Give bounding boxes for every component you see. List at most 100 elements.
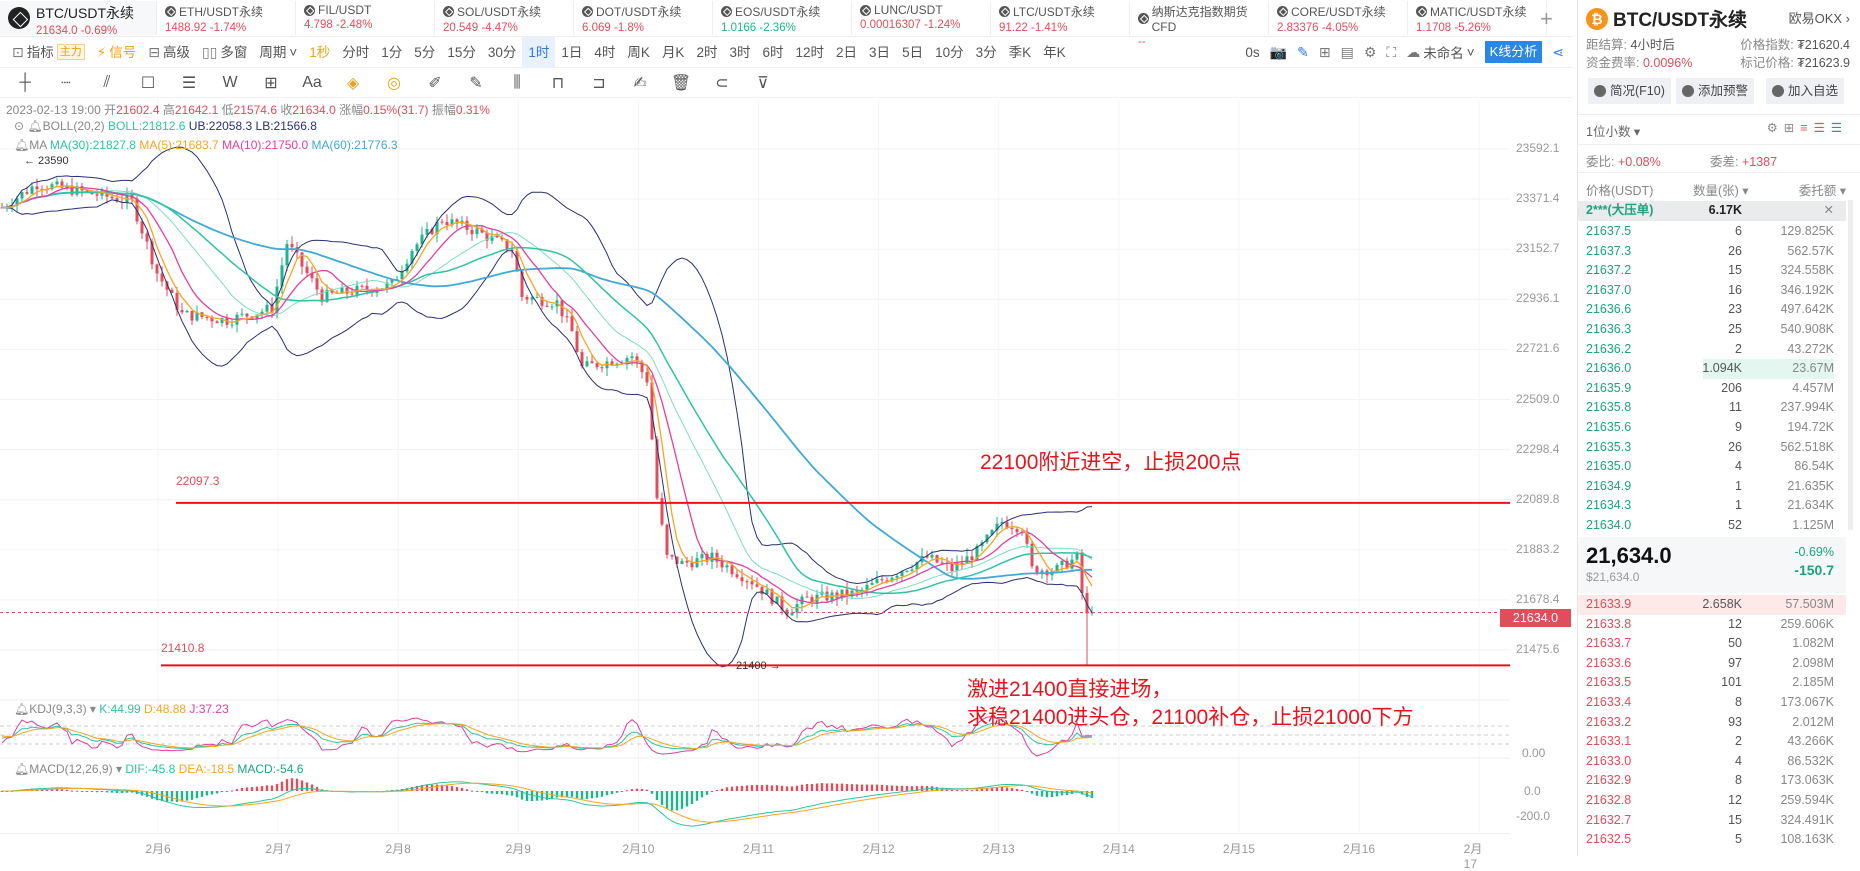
ask-row[interactable]: 21637.3 26 562.57K [1578,242,1846,262]
interval-6[interactable]: 1时 [522,36,556,68]
add-watchlist-button[interactable]: 加入自选 [1766,78,1845,104]
bid-row[interactable]: 21632.5 5 108.163K [1578,830,1846,850]
layout-dropdown[interactable]: ☁ 未命名 ˅ [1406,42,1474,62]
camera-icon[interactable]: 📷 [1269,43,1288,60]
bell-icon[interactable]: 🔔︎ [14,702,30,716]
ticker-item[interactable]: SOL/USDT永续 20.549 -4.47% [435,1,574,35]
macd-label[interactable]: MACD(12,26,9) [29,762,113,776]
bookmark-icon[interactable]: ⊐ [592,74,606,92]
bid-row[interactable]: 21632.9 8 173.063K [1578,771,1846,791]
template-icon[interactable]: ▤ [1340,43,1354,60]
interval-4[interactable]: 15分 [447,44,476,60]
ask-row[interactable]: 21635.9 206 4.457M [1578,379,1846,399]
wave-icon[interactable]: W [222,73,238,91]
interval-1[interactable]: 分时 [342,44,370,60]
bell-icon[interactable]: 🔔︎ [14,138,30,152]
signal-button[interactable]: ⚡ 信号 [91,37,142,68]
ruler-icon[interactable]: ✐ [428,74,442,92]
ticker-item[interactable]: LUNC/USDT 0.00016307 -1.24% [852,1,991,35]
interval-16[interactable]: 3日 [869,44,891,60]
book-view-icons[interactable]: ⚙⊞≡☰☰ [1766,121,1848,135]
bell-icon[interactable]: 🔔︎ [14,762,30,776]
interval-10[interactable]: 月K [661,44,685,60]
ticker-item[interactable]: 纳斯达克指数期货CFD -- [1130,1,1269,48]
bid-row[interactable]: 21633.1 2 43.266K [1578,732,1846,752]
interval-8[interactable]: 4时 [594,44,616,60]
ma-label[interactable]: MA [29,138,47,152]
ask-row[interactable]: 21636.3 25 540.908K [1578,320,1846,340]
ask-row[interactable]: 21636.6 23 497.642K [1578,300,1846,320]
ask-row[interactable]: 21637.5 6 129.825K [1578,222,1846,242]
ticker-item[interactable]: FIL/USDT 4.798 -2.48% [296,1,435,35]
interval-13[interactable]: 6时 [762,44,784,60]
bid-row[interactable]: 21632.7 15 324.491K [1578,811,1846,831]
bid-row[interactable]: 21633.4 8 173.067K [1578,693,1846,713]
kdj-label[interactable]: KDJ(9,3,3) [29,702,87,716]
notes-icon[interactable]: ✍ [633,74,647,92]
bid-row[interactable]: 21633.0 4 86.532K [1578,752,1846,772]
brush-icon[interactable]: ✎ [469,74,483,92]
advanced-button[interactable]: ⊟ 高级 [142,37,196,68]
fullscreen-icon[interactable]: ⛶ [1386,43,1397,60]
measure-icon[interactable]: ⊞ [264,74,278,92]
ticker-item[interactable]: DOT/USDT永续 6.069 -1.8% [574,1,713,35]
bid-row[interactable]: 21632.8 12 259.594K [1578,791,1846,811]
interval-7[interactable]: 1日 [561,44,583,60]
ask-row[interactable]: 21634.3 1 21.634K [1578,496,1846,516]
col-qty[interactable]: 数量(张) ▾ [1693,184,1749,198]
interval-2[interactable]: 1分 [381,44,403,60]
interval-17[interactable]: 5日 [902,44,924,60]
ask-row[interactable]: 21635.3 26 562.518K [1578,438,1846,458]
ticker-item[interactable]: MATIC/USDT永续 1.1708 -5.26% [1408,1,1547,35]
share-icon[interactable]: ⋖ [1552,43,1564,60]
time-axis[interactable]: 2月6 2月7 2月8 2月9 2月10 2月11 2月12 2月13 2月14 2月15 2月16… [0,833,1510,871]
interval-21[interactable]: 年K [1043,44,1066,60]
col-amt[interactable]: 委托额 ▾ [1798,184,1846,198]
bid-row[interactable]: 21633.9 2.658K 57.503M [1578,595,1846,615]
interval-12[interactable]: 3时 [729,44,751,60]
bid-row[interactable]: 21633.7 50 1.082M [1578,634,1846,654]
fib-circle-icon[interactable]: ◎ [387,74,401,92]
ticker-item[interactable]: EOS/USDT永续 1.0166 -2.36% [713,1,852,35]
big-order-row[interactable]: 2***(大压单) 6.17K ✕ [1578,201,1846,221]
ask-row[interactable]: 21637.0 16 346.192K [1578,281,1846,301]
interval-5[interactable]: 30分 [487,44,517,60]
lock-icon[interactable]: ⊓ [551,74,565,92]
interval-0[interactable]: 1秒 [309,44,331,60]
pencil-icon[interactable]: ✎ [1297,43,1309,60]
scrollbar[interactable] [1848,200,1853,530]
crosshair-icon[interactable]: ┼ [19,73,31,91]
add-ticker-button[interactable]: + [1540,6,1553,31]
horizontal-ray-icon[interactable]: ┈ [61,74,71,92]
kline-analysis-button[interactable]: K线分析 [1484,41,1543,63]
interval-11[interactable]: 2时 [696,44,718,60]
filter-icon[interactable]: ⊽ [757,74,769,92]
interval-14[interactable]: 12时 [795,44,825,60]
ask-row[interactable]: 21635.0 4 86.54K [1578,457,1846,477]
interval-19[interactable]: 3分 [975,44,997,60]
decimals-dropdown[interactable]: 1位小数 ▾ [1586,125,1641,139]
bid-row[interactable]: 21633.8 12 259.606K [1578,615,1846,635]
interval-20[interactable]: 季K [1008,44,1032,60]
exchange-link[interactable]: 欧易OKX › [1788,11,1850,26]
bid-row[interactable]: 21633.2 93 2.012M [1578,713,1846,733]
boll-label[interactable]: BOLL(20,2) [42,119,105,133]
ticker-item[interactable]: LTC/USDT永续 91.22 -1.41% [991,1,1130,35]
bid-row[interactable]: 21633.5 101 2.185M [1578,673,1846,693]
fib-icon[interactable]: ◈ [346,74,360,92]
period-dropdown[interactable]: 周期 ˅ [253,37,303,68]
bell-icon[interactable]: 🔔︎ [27,119,43,133]
interval-9[interactable]: 周K [627,44,650,60]
ticker-item[interactable]: CORE/USDT永续 2.83376 -4.05% [1269,1,1408,35]
add-alert-button[interactable]: 添加预警 [1676,78,1755,104]
interval-18[interactable]: 10分 [935,44,964,60]
rectangle-icon[interactable]: ☐ [140,74,156,92]
ask-row[interactable]: 21635.6 9 194.72K [1578,418,1846,438]
ticker-item[interactable]: BTC/USDT永续 21634.0 -0.69% [0,1,157,37]
ask-row[interactable]: 21635.8 11 237.994K [1578,398,1846,418]
settings-icon[interactable]: ⚙ [1363,43,1377,60]
text-icon[interactable]: Aa [302,73,322,91]
bars-pattern-icon[interactable]: ⫼ [513,73,521,91]
delete-icon[interactable]: 🗑︎ [670,74,692,92]
interval-15[interactable]: 2日 [836,44,858,60]
